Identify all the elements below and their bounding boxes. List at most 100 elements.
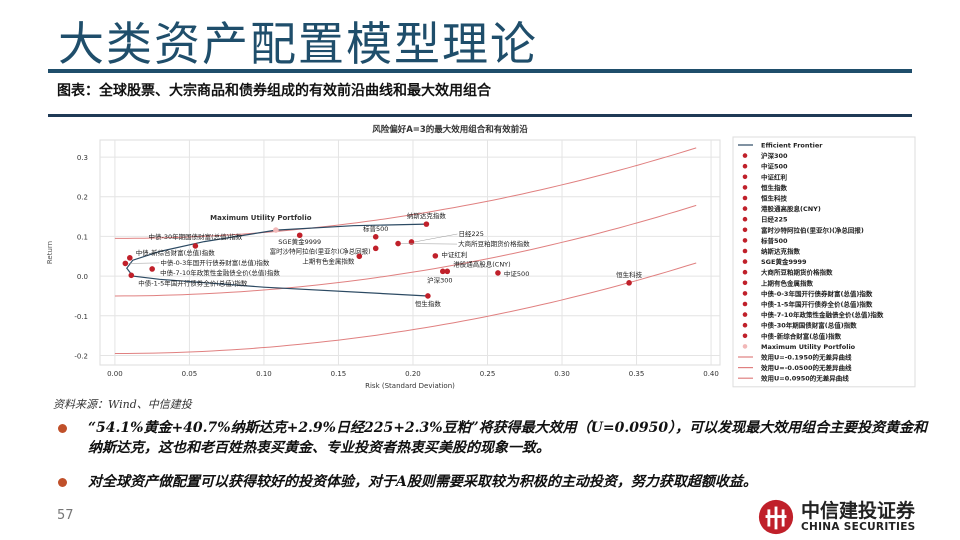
asset-point — [372, 234, 379, 240]
asset-label: 中债-7-10年政策性金融债全价(总值)指数 — [160, 268, 280, 277]
asset-label: 标普500 — [363, 224, 388, 233]
bullet-dot — [58, 478, 67, 487]
legend-entry: 恒生科技 — [761, 194, 788, 203]
logo-cn: 中信建投证券 — [801, 500, 916, 522]
legend-entry: 日经225 — [761, 215, 788, 224]
legend-entry: 沪深300 — [761, 151, 788, 160]
legend-dot-swatch — [742, 227, 748, 233]
asset-point — [423, 221, 430, 227]
legend-entry: 效用U=-0.1950的无差异曲线 — [761, 353, 852, 362]
legend-entry: 富时沙特阿拉伯(里亚尔)(净总回报) — [761, 225, 864, 234]
legend-dot-swatch — [742, 206, 748, 211]
citic-logo-icon — [758, 499, 794, 535]
max-utility-label: Maximum Utility Portfolio — [210, 214, 312, 222]
legend-dot-swatch — [742, 301, 748, 307]
asset-point — [626, 280, 632, 286]
legend-entry: 中债-新综合财富(总值)指数 — [761, 331, 842, 340]
legend-entry: 中债-0-3年国开行债券财富(总值)指数 — [761, 289, 873, 298]
indifference-curve — [114, 147, 697, 239]
asset-label: 沪深300 — [427, 275, 452, 284]
legend-entry: 中证500 — [761, 162, 788, 171]
legend-dot-swatch — [742, 153, 748, 158]
plot-area — [99, 139, 721, 366]
legend-entry: 上期有色金属指数 — [761, 278, 814, 287]
asset-point — [439, 268, 446, 275]
asset-label: 日经225 — [458, 229, 483, 238]
x-tick-label: 0.15 — [331, 370, 347, 378]
source-note: 资料来源：Wind、中信建投 — [53, 398, 192, 411]
max-utility-point — [273, 227, 279, 233]
y-tick-label: 0.1 — [77, 233, 88, 241]
legend-dot-swatch — [742, 259, 748, 264]
legend-dot-swatch — [742, 174, 748, 180]
legend-dot-swatch — [742, 185, 748, 190]
asset-point — [395, 240, 401, 247]
bullet-2: 对全球资产做配置可以获得较好的投资体验，对于A股则需要采取较为积极的主动投资，努… — [58, 472, 938, 492]
y-axis-label: Return — [46, 241, 54, 264]
asset-label: 上期有色金属指数 — [302, 256, 355, 265]
indifference-curve — [114, 262, 697, 354]
asset-point — [408, 239, 415, 245]
chart-title: 风险偏好A=3的最大效用组合和有效前沿 — [372, 124, 528, 135]
legend-entry: 港股通高股息(CNY) — [761, 204, 821, 213]
caption-divider — [48, 114, 912, 117]
bullet-1: “54.1%黄金+40.7%纳斯达克+2.9%日经225+2.3%豆粕”将获得最… — [58, 418, 938, 458]
label-leader-line — [401, 243, 458, 245]
legend-dot-swatch — [742, 322, 748, 328]
asset-label: 富时沙特阿拉伯(里亚尔)(净总回报) — [270, 246, 371, 255]
legend-entry: 中债-1-5年国开行债券全价(总值)指数 — [761, 300, 873, 309]
x-tick-label: 0.30 — [554, 370, 570, 378]
asset-point — [356, 253, 363, 260]
legend-dot-swatch — [742, 248, 748, 254]
logo-en: CHINA SECURITIES — [801, 521, 916, 533]
figure-caption: 图表：全球股票、大宗商品和债券组成的有效前沿曲线和最大效用组合 — [57, 83, 491, 99]
legend-dot-swatch — [742, 333, 748, 339]
legend-entry: Efficient Frontier — [761, 142, 823, 150]
legend-dot-swatch — [742, 195, 748, 201]
asset-label: 中债-新综合财富(总值)指数 — [136, 248, 215, 257]
y-tick-label: 0.0 — [77, 273, 88, 281]
asset-point — [128, 272, 135, 279]
label-leader-line — [414, 233, 458, 243]
legend-dot-swatch — [742, 269, 748, 275]
legend-dot-swatch — [742, 291, 748, 296]
asset-point — [432, 253, 439, 259]
x-tick-label: 0.10 — [256, 370, 272, 378]
legend-entry: 效用U=0.0950的无差异曲线 — [761, 374, 849, 383]
asset-label: 中证500 — [504, 269, 529, 278]
legend-dot-swatch — [742, 163, 748, 169]
x-tick-label: 0.20 — [405, 370, 421, 378]
page-number: 57 — [57, 508, 74, 523]
legend-entry: 纳斯达克指数 — [761, 247, 801, 256]
asset-label: 中证红利 — [441, 250, 467, 259]
asset-label: 中债-0-3年国开行债券财富(总值)指数 — [160, 258, 270, 267]
indifference-curve — [114, 204, 697, 297]
efficient-frontier-chart: 0.00 0.05 0.10 0.15 0.20 0.25 0.30 0.35 0.40 -0.2… — [46, 124, 916, 390]
x-axis-label: Risk (Standard Deviation) — [365, 382, 455, 390]
y-tick-label: -0.1 — [74, 313, 88, 321]
asset-point — [296, 232, 303, 239]
y-tick-label: 0.2 — [77, 194, 88, 202]
asset-point — [149, 266, 155, 272]
asset-point — [122, 260, 129, 267]
legend-entry: 大商所豆粕期货价格指数 — [761, 268, 833, 277]
asset-point — [495, 270, 501, 276]
asset-label: 纳斯达克指数 — [407, 211, 447, 220]
asset-label: 恒生指数 — [415, 299, 442, 308]
legend — [732, 136, 916, 388]
asset-point — [444, 268, 451, 275]
y-tick-label: -0.2 — [74, 352, 88, 360]
x-tick-label: 0.35 — [629, 370, 645, 378]
asset-label: 恒生科技 — [616, 270, 643, 279]
company-logo: 中信建投证券 CHINA SECURITIES — [757, 498, 916, 536]
legend-dot-swatch — [742, 238, 748, 243]
legend-dot-swatch — [742, 312, 748, 317]
asset-point — [127, 255, 133, 261]
legend-entry: 中债-30年期国债财富(总值)指数 — [761, 321, 857, 330]
title-divider — [48, 69, 912, 73]
efficient-frontier-line — [126, 223, 428, 297]
bullet-dot — [58, 424, 67, 433]
asset-label: 大商所豆粕期货价格指数 — [458, 239, 530, 248]
legend-entry: Maximum Utility Portfolio — [761, 343, 856, 351]
